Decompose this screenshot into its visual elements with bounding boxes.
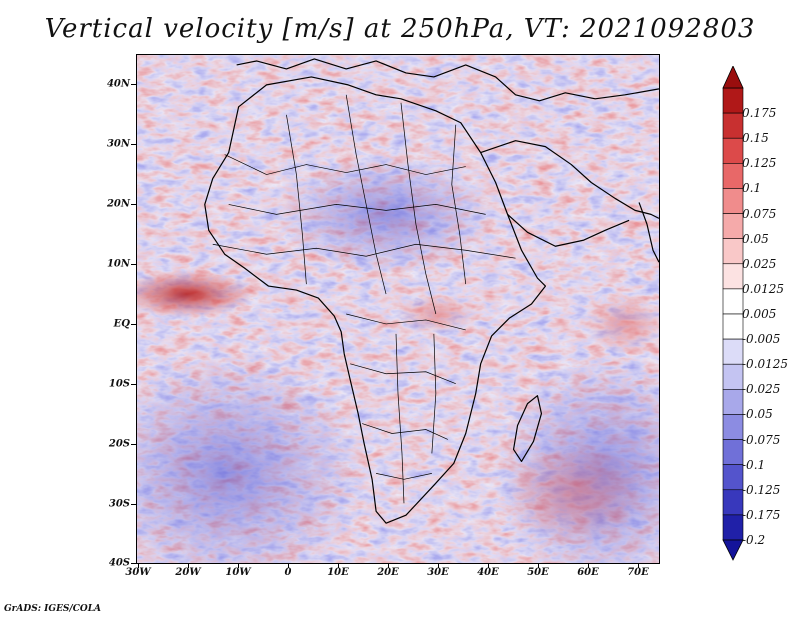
vertical-velocity-field: [137, 55, 659, 563]
colorbar-label: -0.025: [742, 382, 781, 397]
colorbar-label: 0.1: [742, 181, 762, 196]
colorbar-swatch: [722, 338, 744, 365]
colorbar-swatch: [722, 112, 744, 139]
lat-label: EQ: [113, 318, 130, 330]
colorbar-swatch: [722, 464, 744, 491]
lon-tick: [588, 564, 589, 568]
colorbar-top-arrow: [722, 66, 744, 89]
lon-tick: [238, 564, 239, 568]
colorbar-label: 0.15: [742, 131, 769, 146]
lat-tick: [131, 264, 136, 265]
lon-tick: [188, 564, 189, 568]
lon-label: 10E: [327, 567, 349, 578]
lon-label: 40E: [477, 567, 499, 578]
lat-label: 40N: [106, 78, 130, 90]
lat-label: 30N: [106, 138, 130, 150]
blue-region-sahara: [276, 154, 496, 275]
colorbar-label: -0.05: [742, 407, 773, 422]
map-title: Vertical velocity [m/s] at 250hPa, VT: 2…: [44, 14, 756, 44]
country-borders: [212, 94, 516, 504]
colorbar-label: 0.175: [742, 106, 777, 121]
lon-tick: [488, 564, 489, 568]
colorbar-swatch: [722, 288, 744, 315]
lon-label: 10W: [225, 567, 251, 578]
lat-label: 10S: [108, 378, 130, 390]
colorbar-label: 0.005: [742, 307, 777, 321]
lon-label: 20E: [377, 567, 399, 578]
lon-tick: [438, 564, 439, 568]
colorbar-label: -0.005: [742, 332, 781, 347]
colorbar-label: 0.075: [742, 206, 777, 221]
red-region-congo: [396, 294, 476, 334]
map-panel[interactable]: [136, 54, 660, 564]
colorbar-swatch: [722, 238, 744, 265]
colorbar-bottom-arrow: [722, 539, 744, 561]
lat-label: 10N: [106, 258, 130, 270]
colorbar-label: -0.075: [742, 432, 781, 447]
colorbar-label: 0.025: [742, 256, 777, 271]
lat-tick: [131, 563, 136, 564]
colorbar-label: -0.0125: [742, 357, 789, 372]
red-region-mozambique: [505, 443, 646, 544]
lon-tick: [538, 564, 539, 568]
lat-tick: [131, 444, 136, 445]
lon-label: 60E: [577, 567, 599, 578]
lat-tick: [131, 84, 136, 85]
colorbar-swatch: [722, 414, 744, 440]
colorbar-label: -0.125: [742, 482, 781, 497]
lon-tick: [388, 564, 389, 568]
coastlines: [204, 58, 659, 524]
colorbar-label: -0.175: [742, 507, 781, 522]
lat-tick: [131, 384, 136, 385]
lon-label: 70E: [627, 567, 649, 578]
colorbar-label: -0.1: [742, 457, 766, 472]
colorbar-swatch: [722, 137, 744, 164]
lat-label: 30S: [108, 498, 130, 510]
lat-tick: [131, 324, 136, 325]
lon-tick: [288, 564, 289, 568]
lon-tick: [138, 564, 139, 568]
lon-label: 20W: [175, 567, 201, 578]
colorbar-swatch: [722, 87, 744, 114]
lon-label: 30E: [427, 567, 449, 578]
colorbar-swatch: [722, 439, 744, 465]
grads-credit: GrADS: IGES/COLA: [4, 604, 102, 614]
lat-tick: [131, 504, 136, 505]
colorbar: [722, 66, 744, 561]
colorbar-swatch: [722, 313, 744, 340]
lat-label: 20N: [106, 198, 130, 210]
colorbar-label: 0.05: [742, 231, 769, 246]
lat-tick: [131, 144, 136, 145]
lon-label: 0: [284, 567, 292, 578]
blue-region-south-atlantic: [137, 353, 367, 563]
colorbar-swatch: [722, 163, 744, 189]
colorbar-swatch: [722, 188, 744, 214]
colorbar-swatch: [722, 213, 744, 239]
colorbar-label: -0.2: [742, 533, 766, 547]
colorbar-swatch: [722, 389, 744, 415]
colorbar-swatch: [722, 514, 744, 541]
colorbar-label: 0.125: [742, 156, 777, 171]
lat-tick: [131, 204, 136, 205]
colorbar-label: 0.0125: [742, 281, 784, 296]
lon-tick: [638, 564, 639, 568]
colorbar-swatch: [722, 263, 744, 290]
lon-label: 50E: [527, 567, 549, 578]
lat-label: 40S: [108, 557, 130, 569]
lon-label: 30W: [125, 567, 151, 578]
red-region-atlantic-itcz: [137, 270, 257, 318]
lon-tick: [338, 564, 339, 568]
colorbar-swatch: [722, 363, 744, 390]
lat-label: 20S: [108, 438, 130, 450]
colorbar-swatch: [722, 489, 744, 516]
red-region-indian-ocean: [585, 294, 659, 354]
